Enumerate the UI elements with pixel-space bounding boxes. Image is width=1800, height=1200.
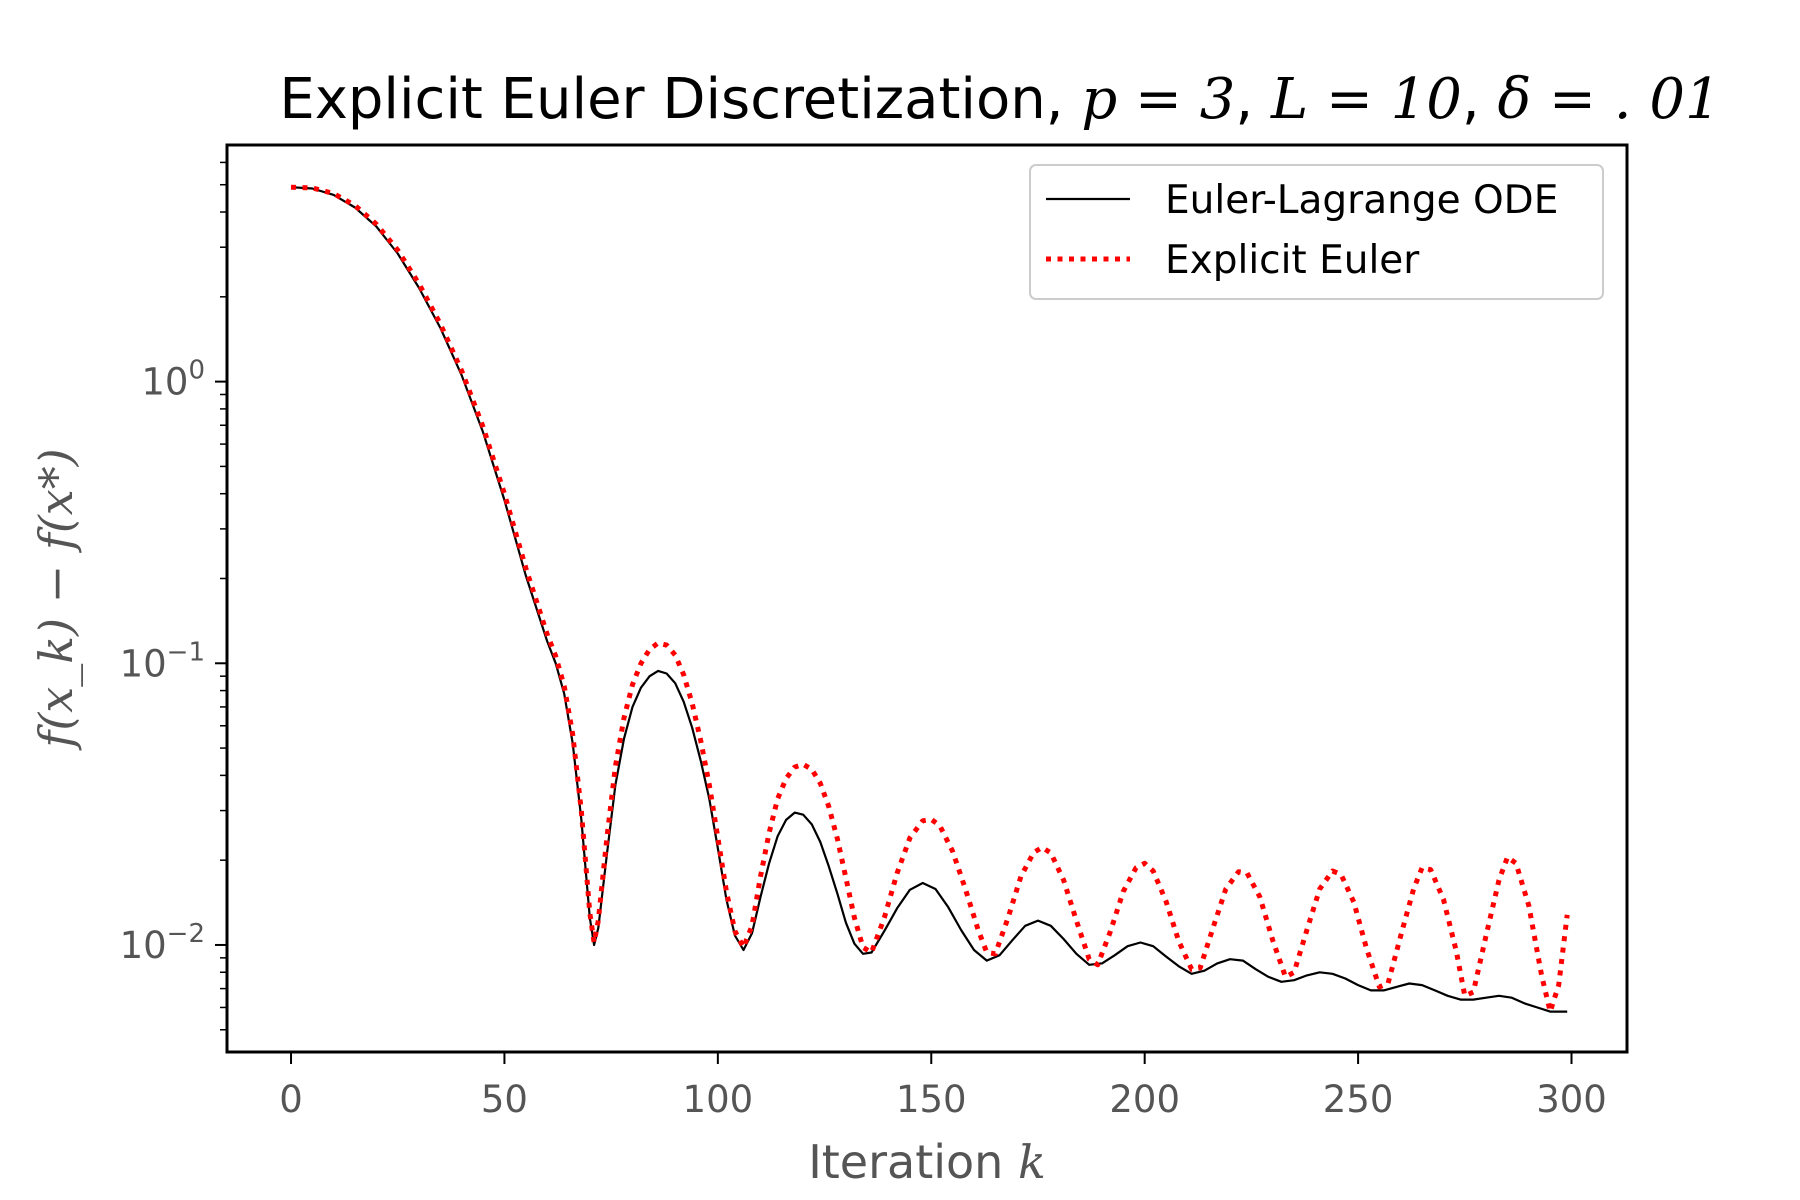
legend-label-explicit-euler: Explicit Euler — [1165, 238, 1420, 283]
chart-title-p: p = 3 — [1081, 67, 1235, 132]
series-line-explicit-euler — [290, 184, 1570, 1015]
x-tick-label: 50 — [481, 1078, 528, 1121]
y-tick-label: 100 — [141, 356, 205, 404]
x-tick-label: 250 — [1323, 1078, 1394, 1121]
y-tick-label: 10−1 — [120, 637, 205, 685]
x-tick-label: 150 — [896, 1078, 967, 1121]
x-axis-label-var: k — [1018, 1135, 1046, 1189]
y-tick-label: 10−2 — [120, 919, 205, 967]
legend-box — [1029, 164, 1604, 300]
x-axis-ticks: 0 50 100 150 200 250 300 — [279, 1052, 1607, 1121]
x-axis-label: Iteration k — [808, 1135, 1046, 1189]
chart-title-prefix: Explicit Euler Discretization, — [279, 67, 1081, 132]
x-tick-label: 0 — [279, 1078, 303, 1121]
chart-title-sep1: , — [1235, 67, 1271, 132]
series-line-euler-lagrange-ode — [290, 186, 1568, 1013]
chart-title-sep2: , — [1462, 67, 1498, 132]
chart-title-l: L = 10 — [1270, 67, 1462, 132]
y-axis-label: f(x_k) − f(x*) — [29, 448, 83, 750]
legend: Euler-Lagrange ODE Explicit Euler — [1029, 164, 1604, 300]
x-tick-label: 200 — [1109, 1078, 1180, 1121]
y-axis-ticks: 100 10−1 10−2 — [120, 161, 227, 1031]
legend-label-euler-lagrange: Euler-Lagrange ODE — [1165, 178, 1558, 223]
x-tick-label: 100 — [683, 1078, 754, 1121]
x-axis-label-text: Iteration — [808, 1135, 1018, 1189]
chart-title-delta: δ = . 01 — [1498, 67, 1721, 132]
chart-title: Explicit Euler Discretization, p = 3, L … — [279, 67, 1720, 132]
series-layer — [290, 184, 1570, 1015]
x-tick-label: 300 — [1536, 1078, 1607, 1121]
